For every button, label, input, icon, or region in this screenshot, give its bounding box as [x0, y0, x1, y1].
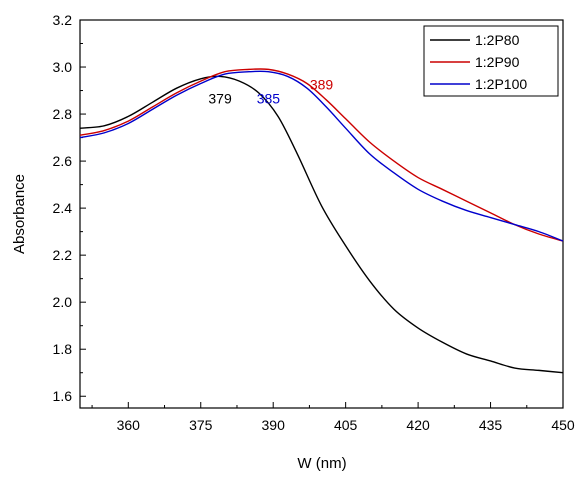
x-tick-label: 375: [189, 417, 213, 433]
peak-label-1: 379: [208, 90, 232, 106]
y-tick-label: 1.6: [53, 388, 73, 404]
legend-label-2: 1:2P90: [475, 54, 520, 70]
series-line-3: [79, 70, 564, 242]
peak-label-3: 389: [310, 76, 334, 92]
y-tick-label: 3.0: [53, 59, 73, 75]
y-tick-label: 2.2: [53, 247, 73, 263]
x-tick-label: 435: [479, 417, 503, 433]
x-tick-label: 420: [406, 417, 430, 433]
y-tick-label: 2.8: [53, 106, 73, 122]
y-tick-label: 1.8: [53, 341, 73, 357]
y-tick-label: 3.2: [53, 12, 73, 28]
plot-frame: [79, 19, 564, 409]
y-axis-title: Absorbance: [11, 174, 28, 254]
annotations: 379 385 389: [208, 76, 333, 106]
x-axis-ticks: 360 375 390 405 420 435 450: [91, 402, 575, 433]
series-layer: [79, 68, 564, 374]
x-axis-title: W (nm): [297, 455, 346, 472]
y-axis-ticks: 1.6 1.8 2.0 2.2 2.4 2.6 2.8 3.0 3.2: [53, 12, 86, 404]
series-line-1: [79, 75, 564, 374]
y-tick-label: 2.4: [53, 200, 73, 216]
legend-label-1: 1:2P80: [475, 32, 520, 48]
x-tick-label: 450: [551, 417, 575, 433]
peak-label-2: 385: [257, 90, 281, 106]
series-line-2: [79, 68, 564, 242]
x-tick-label: 360: [117, 417, 141, 433]
y-tick-label: 2.0: [53, 294, 73, 310]
legend: 1:2P80 1:2P90 1:2P100: [423, 25, 559, 97]
legend-box: [423, 25, 559, 97]
x-tick-label: 405: [334, 417, 358, 433]
y-tick-label: 2.6: [53, 153, 73, 169]
x-tick-label: 390: [262, 417, 286, 433]
legend-label-3: 1:2P100: [475, 76, 527, 92]
